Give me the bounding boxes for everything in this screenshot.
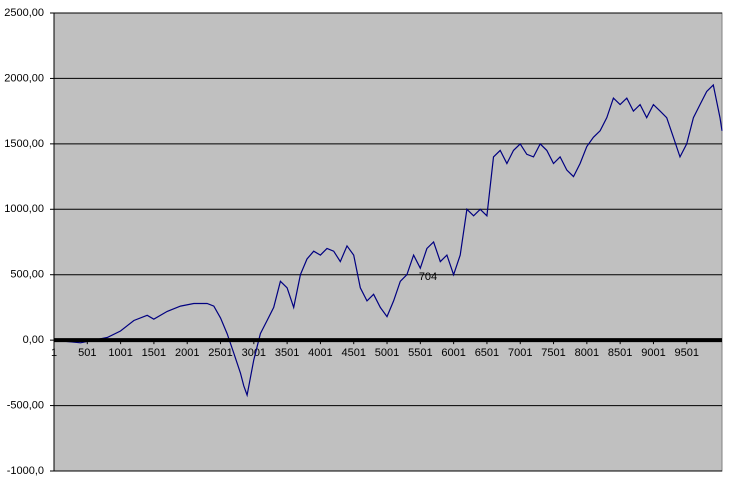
x-tick-label: 4001 xyxy=(308,347,332,359)
x-tick-label: 8501 xyxy=(608,347,632,359)
x-tick-label: 9501 xyxy=(675,347,699,359)
x-tick-label: 4501 xyxy=(341,347,365,359)
x-tick-label: 1501 xyxy=(142,347,166,359)
x-tick-label: 5501 xyxy=(408,347,432,359)
x-tick-label: 6001 xyxy=(441,347,465,359)
y-tick-label: 1500,00 xyxy=(4,138,44,150)
y-tick-label: 2500,00 xyxy=(4,7,44,19)
plot-area xyxy=(53,12,723,472)
x-tick-label: 1 xyxy=(51,347,57,359)
y-tick-label: -500,00 xyxy=(7,399,44,411)
x-tick-label: 2001 xyxy=(175,347,199,359)
y-tick-label: -1000,0 xyxy=(7,465,44,477)
x-tick-label: 2501 xyxy=(208,347,232,359)
x-tick-label: 7501 xyxy=(541,347,565,359)
y-tick-label: 1000,00 xyxy=(4,203,44,215)
x-tick-label: 501 xyxy=(78,347,96,359)
x-tick-label: 8001 xyxy=(575,347,599,359)
x-tick-label: 6501 xyxy=(475,347,499,359)
x-tick-label: 9001 xyxy=(641,347,665,359)
y-tick-label: 0,00 xyxy=(23,334,44,346)
series-line xyxy=(53,83,723,398)
x-tick-label: 7001 xyxy=(508,347,532,359)
x-tick-label: 5001 xyxy=(375,347,399,359)
y-tick-label: 500,00 xyxy=(10,269,44,281)
x-tick-label: 1001 xyxy=(108,347,132,359)
x-tick-label: 3001 xyxy=(242,347,266,359)
y-tick-label: 2000,00 xyxy=(4,72,44,84)
x-tick-label: 3501 xyxy=(275,347,299,359)
annotation: 704 xyxy=(419,271,437,283)
